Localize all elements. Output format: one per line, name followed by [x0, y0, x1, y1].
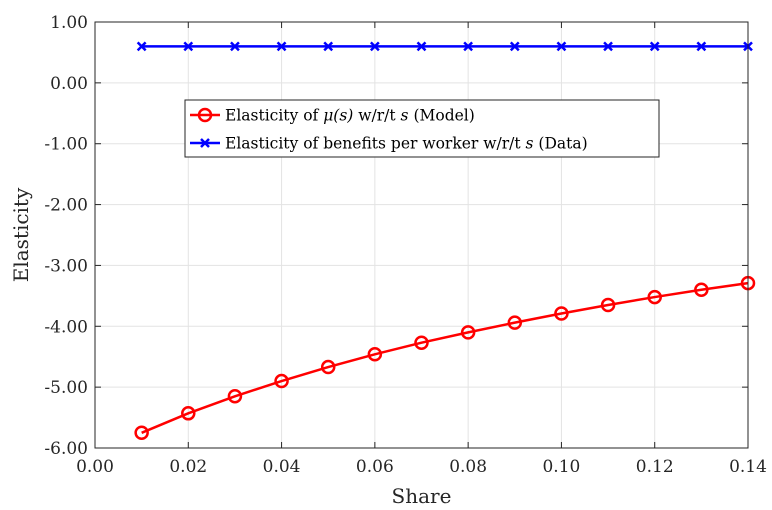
legend: Elasticity of μ(s) w/r/t s (Model) Elasti…: [184, 99, 660, 158]
series-1-point: [694, 282, 709, 298]
legend-marker: [197, 107, 213, 123]
series-2-point: [509, 41, 520, 52]
legend-label: Elasticity of μ(s) w/r/t s (Model): [225, 107, 475, 125]
x-tick-label: 0.08: [449, 457, 487, 477]
x-tick-label: 0.00: [76, 457, 114, 477]
y-tick-label: 0.00: [50, 74, 88, 94]
series-2-point: [556, 41, 567, 52]
series-1-point: [554, 306, 569, 321]
series-1-point: [507, 315, 523, 330]
y-tick-label: 1.00: [50, 13, 88, 33]
x-tick-label: 0.14: [729, 457, 767, 477]
x-axis-label: Share: [392, 484, 452, 508]
series-1-point: [647, 289, 662, 305]
series-2-point: [276, 41, 287, 52]
series-2-point: [323, 41, 334, 52]
series-1-point: [227, 389, 243, 404]
legend-entry-1: Elasticity of μ(s) w/r/t s (Model): [190, 107, 475, 125]
series-1-point: [320, 359, 336, 375]
x-tick-label: 0.02: [169, 457, 207, 477]
series-1-point: [600, 297, 616, 313]
series-1-point: [367, 347, 383, 362]
y-tick-label: -3.00: [44, 256, 88, 276]
y-tick-label: -2.00: [44, 196, 88, 216]
series-1: [134, 275, 756, 441]
series-2-point: [136, 41, 147, 52]
series-2-point: [649, 41, 660, 52]
series-2-point: [183, 41, 194, 52]
series-2-point: [416, 41, 427, 52]
series-1-line: [141, 281, 749, 434]
series-1-point: [181, 406, 196, 421]
axes-box: [94, 21, 749, 449]
series-2-point: [696, 41, 707, 52]
series-1-point: [460, 325, 476, 340]
x-tick-label: 0.06: [356, 457, 394, 477]
series-1-point: [134, 425, 149, 441]
x-tick-label: 0.12: [636, 457, 674, 477]
y-axis-label: Elasticity: [9, 187, 33, 282]
legend-marker: [200, 138, 210, 148]
series-layer: [134, 41, 756, 441]
y-tick-label: -6.00: [44, 439, 88, 459]
y-tick-label: -4.00: [44, 317, 88, 337]
ticks-layer: 0.00 0.02 0.04 0.06 0.08 0.10 0.12 0.14 1.00 0.00…: [44, 13, 767, 477]
series-2-point: [230, 41, 240, 52]
y-tick-label: -5.00: [44, 378, 88, 398]
x-tick-label: 0.10: [542, 457, 580, 477]
series-2: [136, 41, 753, 52]
series-1-point: [414, 335, 429, 350]
series-2-point: [369, 41, 380, 52]
legend-entry-2: Elasticity of benefits per worker w/r/t …: [190, 135, 588, 153]
series-2-point: [603, 41, 613, 52]
series-1-point: [274, 373, 289, 389]
legend-box: [184, 99, 660, 158]
y-tick-label: -1.00: [44, 135, 88, 155]
x-tick-label: 0.04: [263, 457, 301, 477]
series-2-point: [463, 41, 474, 52]
legend-label: Elasticity of benefits per worker w/r/t …: [225, 135, 588, 153]
